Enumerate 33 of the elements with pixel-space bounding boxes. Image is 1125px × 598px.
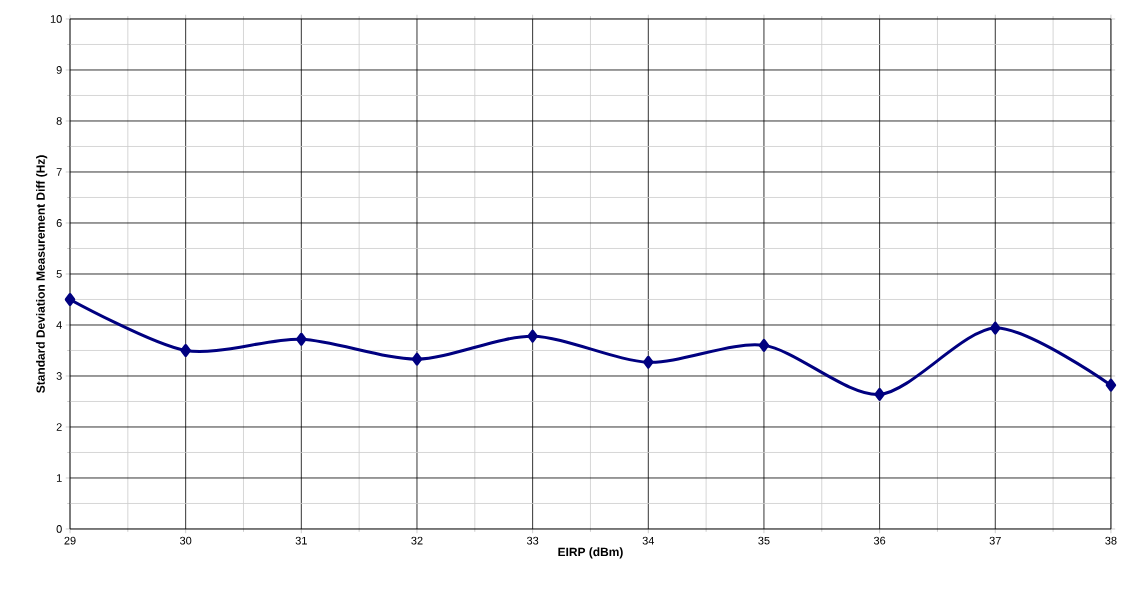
x-tick-label: 38 — [1105, 536, 1117, 545]
y-tick-label: 1 — [56, 474, 62, 482]
x-tick-label: 29 — [64, 536, 76, 545]
x-tick-label: 33 — [526, 536, 539, 545]
point — [296, 332, 307, 346]
y-tick-label: 0 — [56, 525, 62, 533]
x-tick-label: 31 — [295, 536, 307, 545]
y-tick-label: 9 — [56, 66, 62, 74]
point — [758, 338, 770, 352]
x-tick-label: 32 — [411, 536, 423, 545]
y-tick-label: 6 — [56, 219, 62, 227]
y-tick-label: 7 — [56, 168, 62, 176]
y-tick-label: 5 — [56, 270, 62, 278]
x-tick-label: 37 — [989, 536, 1001, 545]
x-tick-label: 34 — [642, 536, 655, 545]
point — [411, 352, 423, 366]
y-tick-label: 3 — [56, 372, 62, 380]
point — [990, 321, 1001, 335]
point — [64, 292, 76, 306]
y-tick-label: 4 — [56, 321, 62, 329]
point — [1105, 378, 1117, 392]
y-tick-label: 10 — [50, 15, 62, 23]
y-axis-title: Standard Deviation Measurement Diff (Hz) — [36, 155, 48, 393]
point — [180, 343, 191, 357]
point — [643, 355, 654, 369]
y-tick-label: 8 — [56, 117, 62, 125]
x-axis-title: EIRP (dBm) — [558, 547, 623, 559]
x-tick-label: 30 — [179, 536, 192, 545]
point — [527, 329, 538, 343]
x-tick-label: 35 — [758, 536, 770, 545]
y-tick-label: 2 — [56, 423, 62, 431]
point — [874, 387, 885, 401]
x-tick-label: 36 — [873, 536, 886, 545]
